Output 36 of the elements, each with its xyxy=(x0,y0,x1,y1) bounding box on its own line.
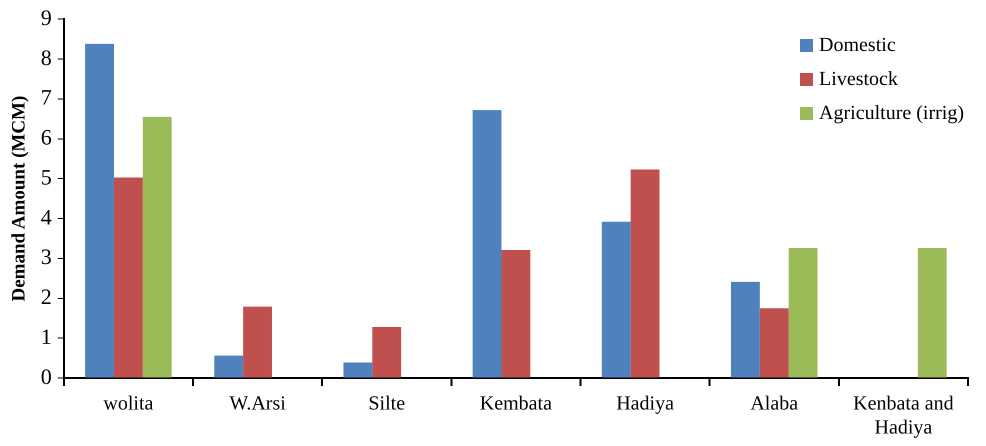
bar xyxy=(760,308,789,378)
bar xyxy=(472,110,502,378)
y-tick-label: 6 xyxy=(40,124,52,150)
y-tick-label: 8 xyxy=(40,44,52,70)
bar xyxy=(602,222,631,378)
bar xyxy=(372,326,402,378)
bar xyxy=(788,248,818,378)
y-axis-title: Demand Amount (MCM) xyxy=(8,96,30,302)
bar xyxy=(114,177,143,378)
bar xyxy=(142,116,172,378)
bar xyxy=(85,44,114,378)
x-tick-label: Silte xyxy=(368,392,406,414)
y-tick-label: 4 xyxy=(40,204,52,230)
y-tick-label: 7 xyxy=(40,84,52,110)
legend-label: Domestic xyxy=(819,34,896,56)
x-tick-label: W.Arsi xyxy=(229,392,286,414)
y-tick-label: 5 xyxy=(40,164,52,190)
bar xyxy=(214,356,244,378)
legend-label: Livestock xyxy=(819,68,898,90)
bar xyxy=(918,248,947,378)
x-tick-label: Kenbata and Hadiya xyxy=(853,392,954,438)
y-tick-label: 3 xyxy=(40,244,52,270)
x-tick-label: Alaba xyxy=(750,392,798,414)
bar xyxy=(630,170,660,378)
bar xyxy=(501,250,530,378)
y-tick-label: 0 xyxy=(40,364,52,389)
bar xyxy=(243,306,272,378)
x-tick-label: Hadiya xyxy=(616,392,674,414)
bar xyxy=(730,282,760,378)
x-tick-label: Kembata xyxy=(480,392,552,414)
x-tick-label: wolita xyxy=(103,392,154,414)
y-tick-label: 9 xyxy=(40,4,52,30)
bar xyxy=(343,362,372,378)
legend-label: Agriculture (irrig) xyxy=(819,102,964,124)
y-tick-label: 2 xyxy=(40,284,52,310)
y-tick-label: 1 xyxy=(40,324,52,349)
